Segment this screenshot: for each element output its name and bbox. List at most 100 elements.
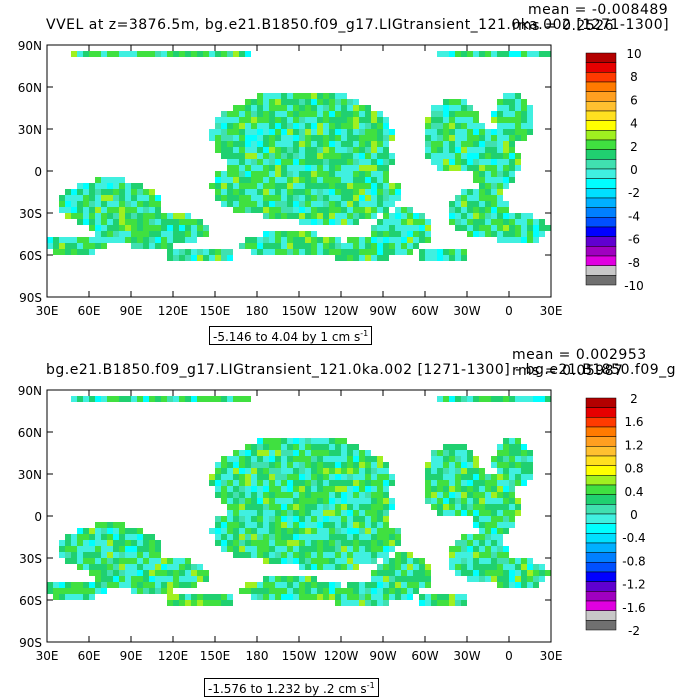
field-cell: [293, 516, 299, 522]
field-cell: [299, 534, 305, 540]
field-cell: [311, 93, 317, 99]
field-cell: [335, 201, 341, 207]
field-cell: [437, 129, 443, 135]
field-cell: [323, 540, 329, 546]
field-cell: [497, 540, 503, 546]
lon-label: 180: [246, 304, 269, 318]
field-cell: [377, 141, 383, 147]
field-cell: [299, 552, 305, 558]
colorbar-swatch: [585, 101, 617, 112]
field-cell: [239, 183, 245, 189]
colorbar-label: 0: [630, 508, 638, 522]
lon-label: 60W: [411, 649, 438, 663]
field-cell: [443, 486, 449, 492]
field-cell: [383, 498, 389, 504]
field-cell: [467, 207, 473, 213]
field-cell: [491, 117, 497, 123]
colorbar-swatch: [585, 610, 617, 621]
field-cell: [383, 552, 389, 558]
field-cell: [383, 588, 389, 594]
field-cell: [311, 183, 317, 189]
field-cell: [461, 486, 467, 492]
field-cell: [377, 249, 383, 255]
field-cell: [449, 129, 455, 135]
field-cell: [443, 255, 449, 261]
field-cell: [461, 105, 467, 111]
lat-label: 90N: [18, 39, 42, 53]
field-cell: [359, 594, 365, 600]
field-cell: [485, 225, 491, 231]
field-cell: [449, 462, 455, 468]
field-cell: [239, 189, 245, 195]
field-cell: [461, 558, 467, 564]
field-cell: [341, 201, 347, 207]
field-cell: [431, 492, 437, 498]
field-cell: [467, 564, 473, 570]
colorbar-swatch: [585, 407, 617, 418]
field-cell: [491, 516, 497, 522]
field-cell: [305, 141, 311, 147]
field-cell: [449, 249, 455, 255]
field-cell: [299, 444, 305, 450]
field-cell: [323, 498, 329, 504]
field-cell: [395, 249, 401, 255]
field-cell: [521, 237, 527, 243]
field-cell: [341, 588, 347, 594]
field-cell: [461, 189, 467, 195]
field-cell: [431, 450, 437, 456]
field-cell: [239, 171, 245, 177]
field-cell: [341, 600, 347, 606]
field-cell: [371, 486, 377, 492]
field-cell: [95, 522, 101, 528]
field-cell: [461, 462, 467, 468]
field-cell: [503, 159, 509, 165]
field-cell: [509, 153, 515, 159]
field-cell: [383, 219, 389, 225]
lon-label: 150E: [200, 649, 231, 663]
field-cell: [497, 189, 503, 195]
field-cell: [227, 522, 233, 528]
field-cell: [245, 201, 251, 207]
field-cell: [305, 528, 311, 534]
field-cell: [311, 141, 317, 147]
field-cell: [299, 237, 305, 243]
field-cell: [437, 249, 443, 255]
field-cell: [353, 498, 359, 504]
field-cell: [299, 510, 305, 516]
field-cell: [359, 159, 365, 165]
field-cell: [89, 219, 95, 225]
field-cell: [467, 396, 473, 402]
field-cell: [311, 504, 317, 510]
field-cell: [293, 201, 299, 207]
field-cell: [293, 444, 299, 450]
field-cell: [461, 504, 467, 510]
field-cell: [65, 588, 71, 594]
field-cell: [371, 207, 377, 213]
field-cell: [455, 540, 461, 546]
field-cell: [257, 129, 263, 135]
field-cell: [95, 396, 101, 402]
field-cell: [503, 498, 509, 504]
field-cell: [377, 564, 383, 570]
field-cell: [371, 600, 377, 606]
field-cell: [461, 51, 467, 57]
field-cell: [467, 159, 473, 165]
field-cell: [113, 582, 119, 588]
field-cell: [239, 195, 245, 201]
field-cell: [281, 540, 287, 546]
field-cell: [485, 516, 491, 522]
field-cell: [527, 468, 533, 474]
field-cell: [485, 51, 491, 57]
field-cell: [485, 480, 491, 486]
field-cell: [167, 213, 173, 219]
field-cell: [233, 201, 239, 207]
field-cell: [227, 129, 233, 135]
field-cell: [443, 123, 449, 129]
field-cell: [287, 99, 293, 105]
field-cell: [197, 396, 203, 402]
field-cell: [479, 558, 485, 564]
field-cell: [359, 582, 365, 588]
field-cell: [227, 480, 233, 486]
field-cell: [317, 588, 323, 594]
field-cell: [305, 558, 311, 564]
